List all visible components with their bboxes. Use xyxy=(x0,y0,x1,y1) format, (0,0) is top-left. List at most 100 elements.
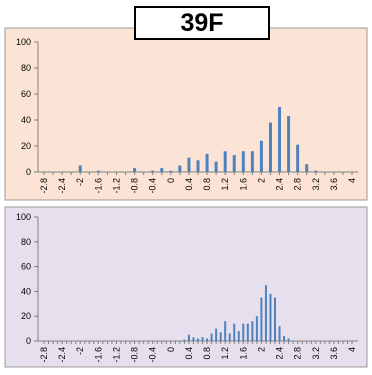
x-tick-label: -1.2 xyxy=(111,347,121,363)
y-tick-label: 80 xyxy=(21,237,31,247)
bar xyxy=(228,333,231,341)
bar xyxy=(268,122,272,172)
bar xyxy=(192,337,195,341)
x-tick-label: 1.6 xyxy=(238,178,248,191)
y-tick-label: 40 xyxy=(21,115,31,125)
x-tick-label: 0 xyxy=(166,178,176,183)
bar xyxy=(233,323,236,341)
x-tick-label: 2 xyxy=(256,178,266,183)
chart-panel-1: 0 20 40 60 80 100 -2.8 -2.4 -2 -1.6 -1.2 -0.8 -0.4 0 0… xyxy=(4,27,368,201)
bar xyxy=(183,339,186,341)
x-tick-label: 0.4 xyxy=(184,347,194,360)
bar xyxy=(264,285,267,341)
chart-panel-2: 0 20 40 60 80 100 -2.8 -2.4 -2 -1.6 -1.2 -0.8 -0.4 0 0… xyxy=(4,206,368,368)
x-tick-label: 1.6 xyxy=(238,347,248,360)
bar xyxy=(210,333,213,341)
bar xyxy=(78,165,82,172)
y-tick-label: 100 xyxy=(16,37,31,47)
x-tick-label: -1.6 xyxy=(93,178,103,194)
bar xyxy=(237,331,240,341)
bar xyxy=(187,334,190,341)
x-tick-label: -1.2 xyxy=(111,178,121,194)
x-tick-label: -2.4 xyxy=(57,178,67,194)
bar xyxy=(201,337,204,341)
y-tick-label: 60 xyxy=(21,262,31,272)
y-tick-label: 20 xyxy=(21,311,31,321)
x-tick-label: 4 xyxy=(347,178,357,183)
bar xyxy=(296,144,300,172)
y-tick-label: 60 xyxy=(21,89,31,99)
x-tick-label: 2.4 xyxy=(275,178,285,191)
x-tick-label: -2.4 xyxy=(57,347,67,363)
x-tick-label: 1.2 xyxy=(220,347,230,360)
bar xyxy=(260,297,263,341)
bar xyxy=(214,161,218,172)
y-tick-label: 80 xyxy=(21,63,31,73)
chart-background xyxy=(4,27,368,201)
x-tick-label: 0.8 xyxy=(202,178,212,191)
bar xyxy=(278,326,281,341)
x-tick-label: 2.8 xyxy=(293,178,303,191)
x-tick-label: -1.6 xyxy=(93,347,103,363)
y-tick-label: 40 xyxy=(21,286,31,296)
x-tick-label: 2 xyxy=(256,347,266,352)
x-tick-label: 0 xyxy=(166,347,176,352)
x-tick-label: 3.2 xyxy=(311,178,321,191)
x-tick-label: -2.8 xyxy=(39,178,49,194)
bar xyxy=(278,107,282,172)
bar xyxy=(197,338,199,341)
bar xyxy=(96,170,100,172)
bar xyxy=(205,153,209,172)
x-tick-label: 2.8 xyxy=(293,347,303,360)
bar xyxy=(187,157,191,172)
bar xyxy=(287,338,290,341)
bar xyxy=(242,323,245,341)
specimen-label-box: 39F xyxy=(134,6,270,40)
bar xyxy=(259,140,263,172)
y-tick-label: 0 xyxy=(26,167,31,177)
x-tick-label: 4 xyxy=(347,347,357,352)
bar xyxy=(251,321,254,341)
x-tick-label: 0.4 xyxy=(184,178,194,191)
bar xyxy=(314,170,318,172)
bar xyxy=(241,151,245,172)
x-tick-label: 1.2 xyxy=(220,178,230,191)
x-tick-label: 3.2 xyxy=(311,347,321,360)
y-tick-label: 100 xyxy=(16,212,31,222)
x-tick-label: -2.8 xyxy=(39,347,49,363)
bar xyxy=(169,170,173,172)
x-tick-label: -2 xyxy=(75,178,85,186)
bar xyxy=(219,332,222,341)
bar xyxy=(305,164,309,172)
bar xyxy=(274,297,276,341)
x-tick-label: -0.4 xyxy=(148,178,158,194)
y-tick-label: 0 xyxy=(26,336,31,346)
bar xyxy=(151,170,155,172)
x-tick-label: 0.8 xyxy=(202,347,212,360)
bar xyxy=(250,151,254,172)
bar xyxy=(232,155,236,172)
x-tick-label: 2.4 xyxy=(275,347,285,360)
chart-background xyxy=(4,206,368,368)
bar xyxy=(246,323,249,341)
x-tick-label: -2 xyxy=(75,347,85,355)
bar xyxy=(269,293,272,341)
bar xyxy=(206,338,209,341)
bar xyxy=(224,321,227,341)
x-tick-label: 3.6 xyxy=(329,347,339,360)
bar xyxy=(196,160,200,172)
x-tick-label: -0.8 xyxy=(130,178,140,194)
y-tick-label: 20 xyxy=(21,141,31,151)
bar xyxy=(283,336,286,341)
x-tick-label: -0.4 xyxy=(148,347,158,363)
x-tick-label: 3.6 xyxy=(329,178,339,191)
bar xyxy=(215,328,218,341)
bar xyxy=(178,165,182,172)
bar xyxy=(133,168,137,172)
bar xyxy=(160,168,164,172)
specimen-label: 39F xyxy=(180,8,224,37)
bar xyxy=(255,316,258,341)
bar xyxy=(223,151,227,172)
bar xyxy=(287,116,291,172)
